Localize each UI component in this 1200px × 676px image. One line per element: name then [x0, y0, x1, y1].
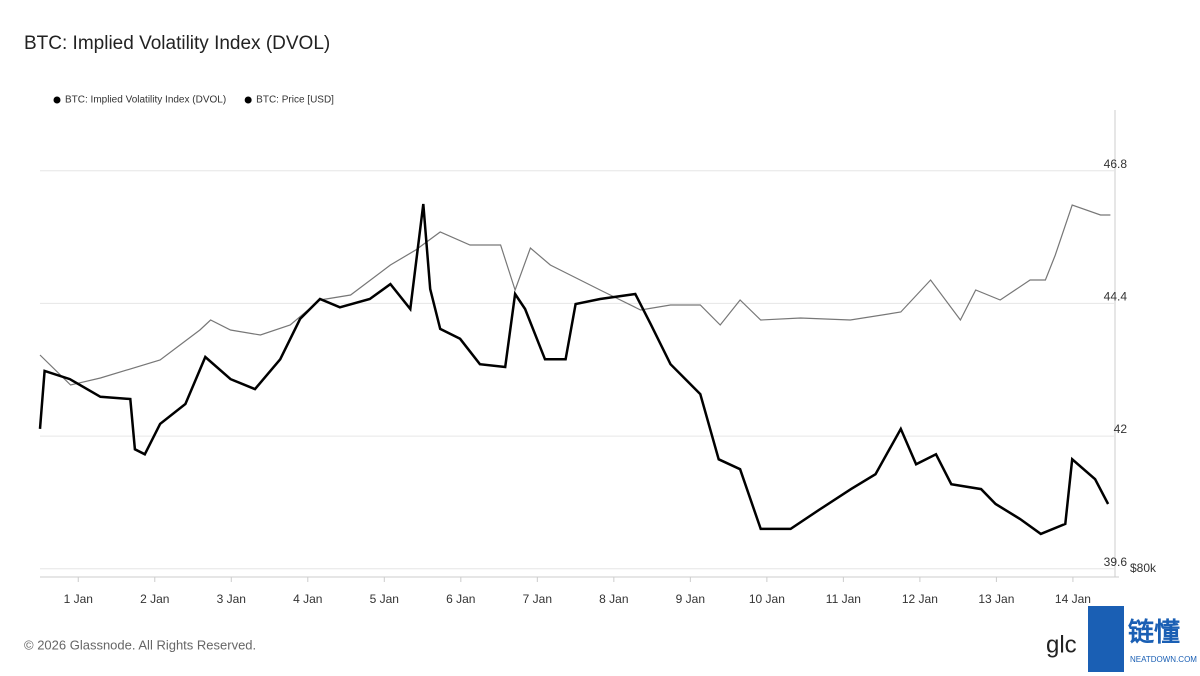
x-tick-label: 2 Jan — [140, 592, 169, 606]
y-tick-label: 39.6 — [1104, 555, 1128, 569]
x-tick-label: 12 Jan — [902, 592, 938, 606]
legend-label: BTC: Price [USD] — [256, 95, 334, 106]
chart-title: BTC: Implied Volatility Index (DVOL) — [24, 33, 330, 54]
logo-subtext: NEATDOWN.COM — [1130, 655, 1197, 664]
series-line — [38, 203, 1110, 536]
x-tick-label: 5 Jan — [370, 592, 399, 606]
x-tick-label: 11 Jan — [826, 592, 861, 606]
y-tick-label: 42 — [1114, 422, 1128, 436]
x-tick-label: 7 Jan — [523, 592, 552, 606]
y-tick-label: 46.8 — [1104, 157, 1128, 171]
x-tick-label: 3 Jan — [217, 592, 246, 606]
x-tick-label: 9 Jan — [676, 592, 705, 606]
watermark: glc — [1046, 631, 1077, 658]
logo-text: 链懂 — [1128, 617, 1180, 647]
logo-mark — [1088, 606, 1124, 672]
x-tick-label: 8 Jan — [599, 592, 628, 606]
legend-dot — [53, 96, 61, 104]
x-tick-label: 1 Jan — [64, 592, 93, 606]
y2-tick-label: $80k — [1130, 561, 1157, 575]
legend-dot — [244, 96, 252, 104]
legend-label: BTC: Implied Volatility Index (DVOL) — [65, 95, 226, 106]
y-tick-label: 44.4 — [1104, 290, 1128, 304]
footer: © 2026 Glassnode. All Rights Reserved. — [24, 637, 256, 652]
x-tick-label: 13 Jan — [978, 592, 1014, 606]
x-tick-label: 10 Jan — [749, 592, 785, 606]
x-tick-label: 14 Jan — [1055, 592, 1091, 606]
x-tick-label: 6 Jan — [446, 592, 475, 606]
x-tick-label: 4 Jan — [293, 592, 322, 606]
series-line — [39, 204, 1111, 386]
